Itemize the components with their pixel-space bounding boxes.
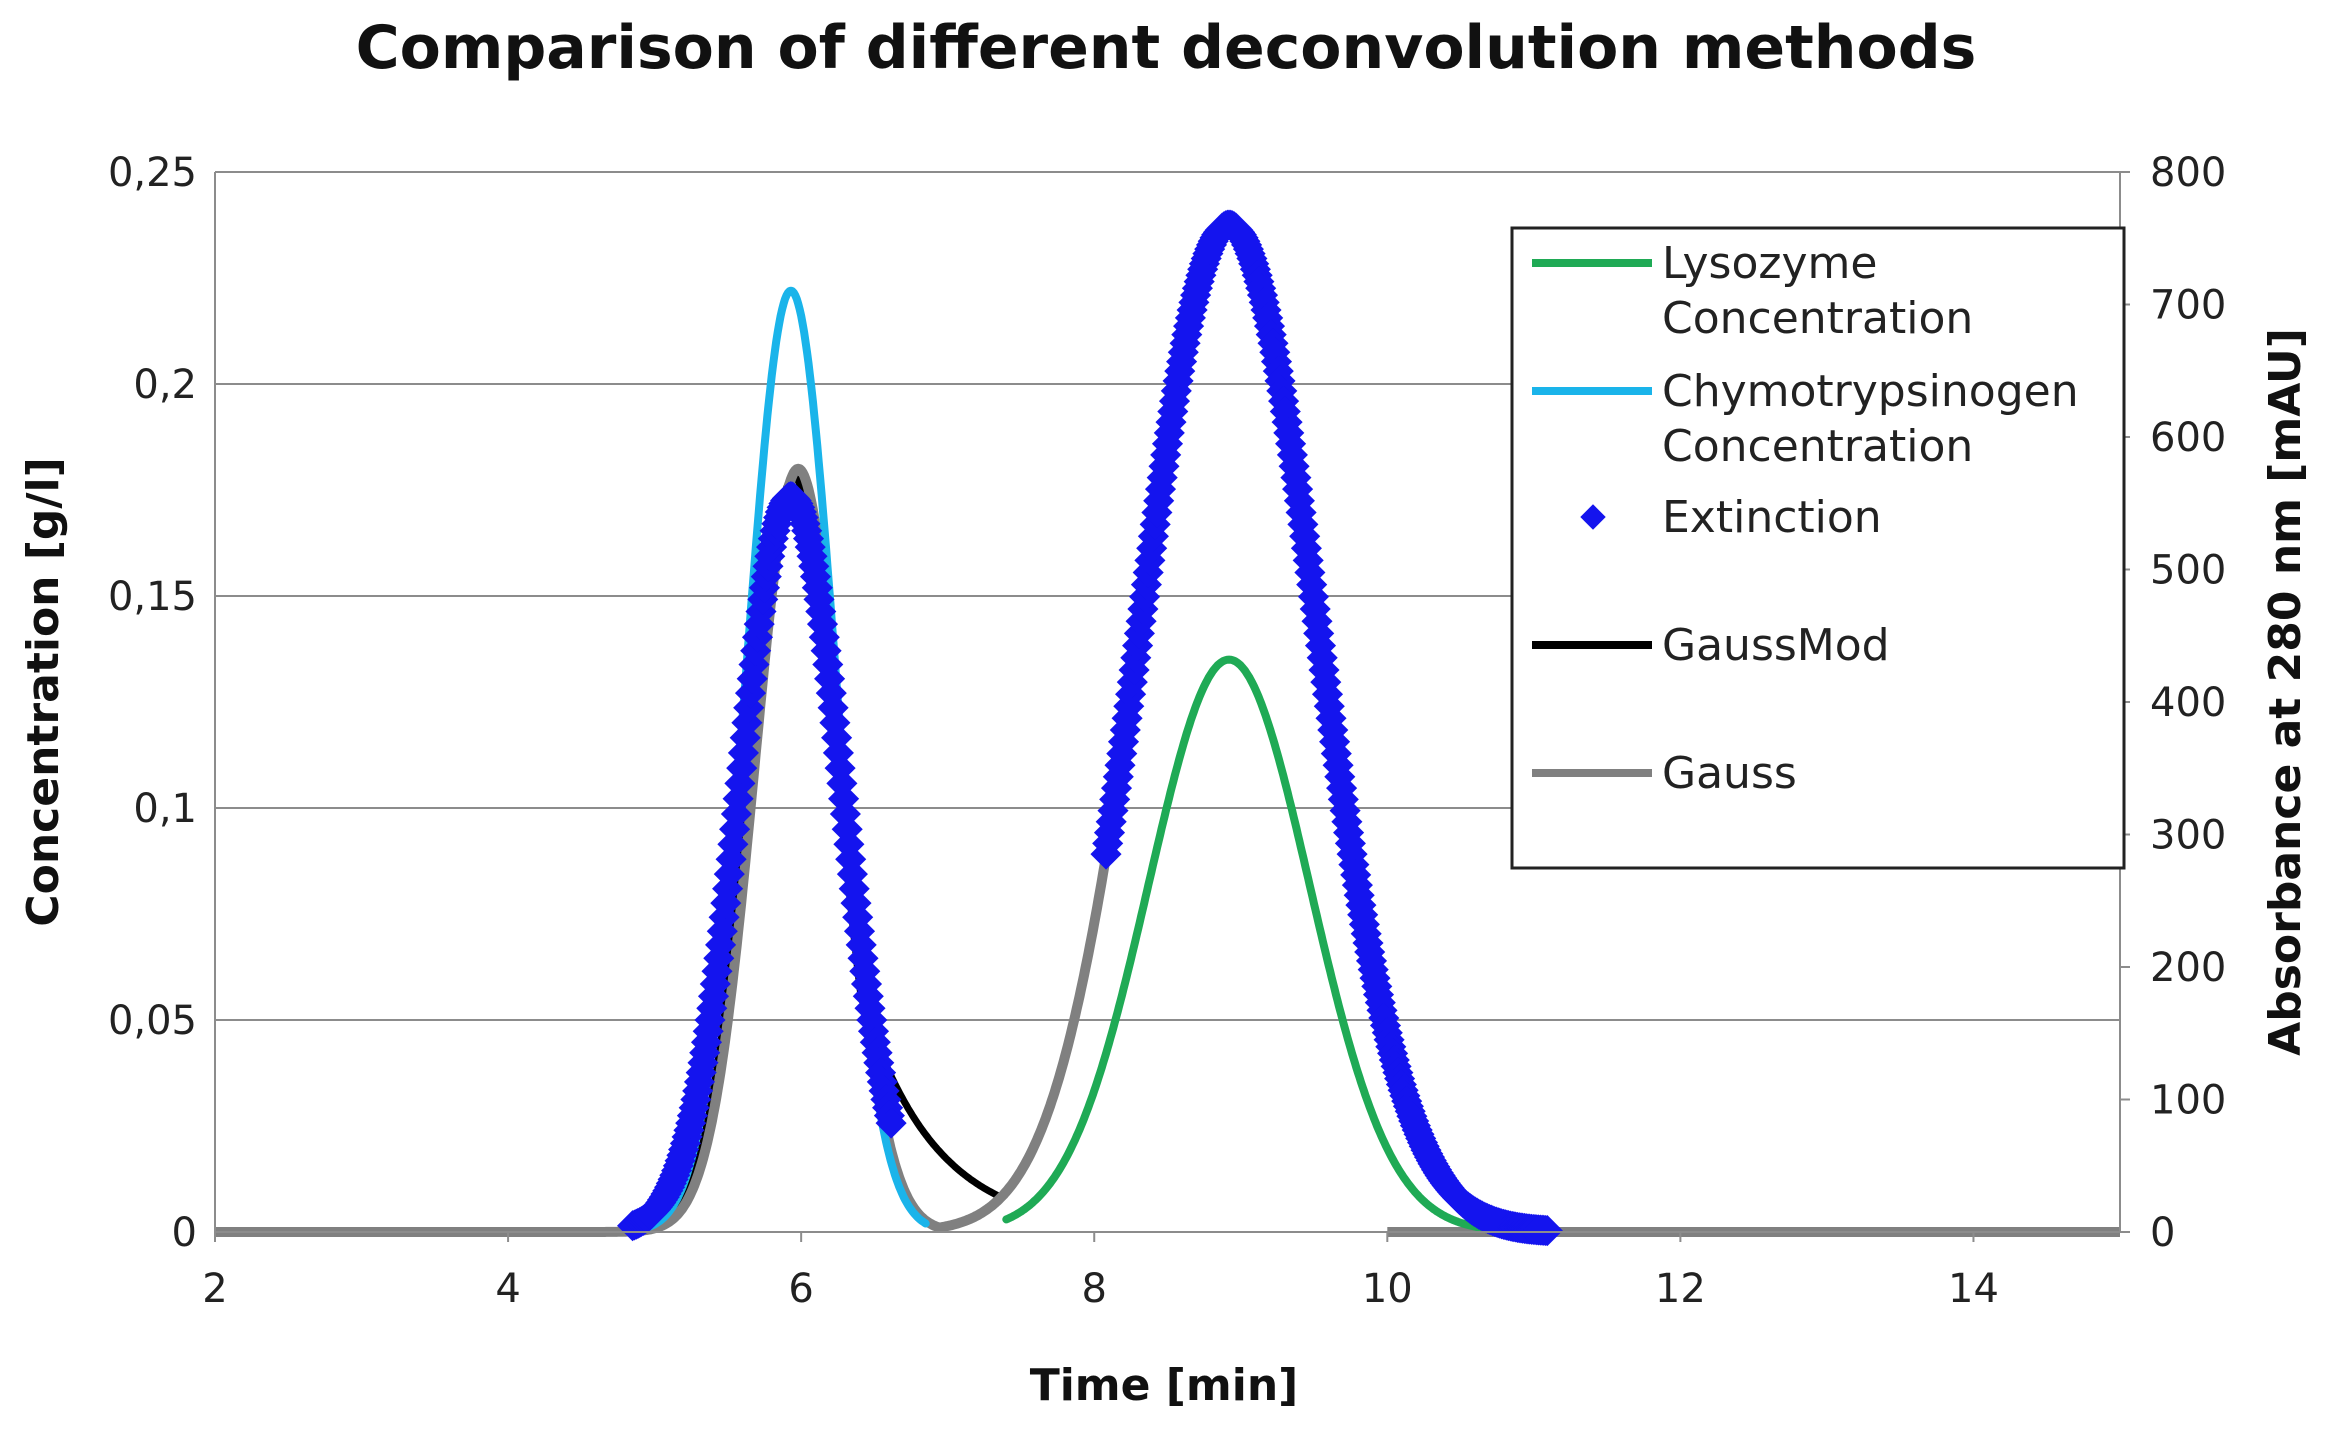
y-right-tick-label: 800 [2150,150,2226,196]
y-left-tick-label: 0 [172,1210,197,1256]
x-tick-label: 8 [1082,1266,1107,1312]
y-left-tick-label: 0,1 [133,786,197,832]
legend-label-gauss: Gauss [1662,748,1797,799]
series-line-gauss [547,226,1393,1237]
axes: 0 0,05 0,1 0,15 0,2 0,25 0 100 200 300 400 500 600 70… [108,150,2226,1312]
y-left-tick-label: 0,2 [133,362,197,408]
y-axis-left-title: Concentration [g/l] [18,457,69,926]
x-tick-label: 6 [788,1266,813,1312]
legend: LysozymeConcentrationChymotrypsinogenCon… [1510,226,2126,870]
x-tick-label: 14 [1948,1266,1999,1312]
y-left-tick-label: 0,15 [108,574,197,620]
legend-label-gaussmod: GaussMod [1662,620,1890,671]
legend-label-lysozyme-concentration: Concentration [1662,293,1973,344]
y-right-tick-label: 500 [2150,548,2226,594]
legend-label-lysozyme-concentration: Lysozyme [1662,238,1877,289]
y-left-tick-label: 0,25 [108,150,197,196]
x-tick-label: 4 [495,1266,520,1312]
legend-label-chymotrypsinogen-concentration: Chymotrypsinogen [1662,366,2079,417]
y-right-tick-label: 0 [2150,1210,2175,1256]
y-right-tick-label: 700 [2150,283,2226,329]
y-right-tick-label: 600 [2150,415,2226,461]
y-left-tick-label: 0,05 [108,998,197,1044]
x-tick-label: 2 [202,1266,227,1312]
y-right-tick-label: 100 [2150,1078,2226,1124]
chart-title: Comparison of different deconvolution me… [356,13,1977,83]
series-layer [215,209,2120,1247]
legend-box [1510,226,2126,870]
legend-label-extinction: Extinction [1662,492,1882,543]
extinction-point [1531,1215,1563,1247]
y-right-tick-label: 400 [2150,680,2226,726]
y-axis-right-title: Absorbance at 280 nm [mAU] [2260,328,2311,1056]
series-line-lysozyme-concentration [1002,655,1553,1236]
y-right-tick-label: 300 [2150,813,2226,859]
x-tick-label: 10 [1362,1266,1413,1312]
legend-label-chymotrypsinogen-concentration: Concentration [1662,421,1973,472]
x-axis-title: Time [min] [1030,1360,1299,1411]
x-tick-label: 12 [1655,1266,1706,1312]
y-right-tick-label: 200 [2150,945,2226,991]
